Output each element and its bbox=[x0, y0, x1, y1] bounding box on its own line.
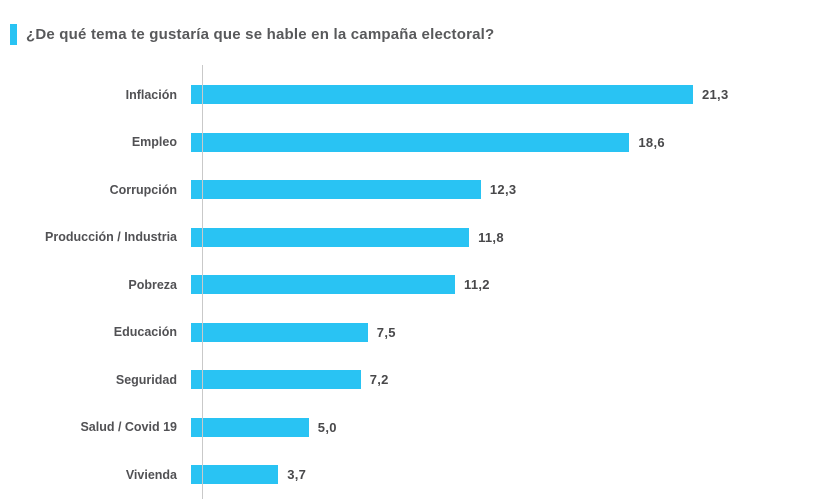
bar-row: Corrupción 12,3 bbox=[0, 166, 826, 214]
category-label: Inflación bbox=[125, 87, 177, 102]
bar bbox=[191, 322, 368, 342]
value-label: 11,8 bbox=[478, 229, 504, 245]
bar bbox=[191, 275, 455, 295]
bar-track: 12,3 bbox=[190, 180, 826, 200]
bar-track: 7,2 bbox=[190, 370, 826, 390]
bar bbox=[191, 227, 470, 247]
category-label: Seguridad bbox=[115, 372, 177, 387]
category-label: Educación bbox=[113, 325, 177, 340]
bar-track: 11,2 bbox=[190, 275, 826, 295]
bar-row: Educación 7,5 bbox=[0, 309, 826, 357]
bar-track: 7,5 bbox=[190, 322, 826, 342]
value-label: 3,7 bbox=[287, 467, 307, 483]
title-accent-bar bbox=[10, 24, 17, 45]
category-label: Empleo bbox=[131, 135, 177, 150]
value-label: 7,5 bbox=[376, 324, 396, 340]
bar-track: 18,6 bbox=[190, 132, 826, 152]
bar-row: Inflación 21,3 bbox=[0, 71, 826, 119]
bar bbox=[191, 417, 309, 437]
bar-row: Producción / Industria 11,8 bbox=[0, 214, 826, 262]
bar-track: 3,7 bbox=[190, 465, 826, 485]
value-label: 21,3 bbox=[702, 87, 729, 103]
chart-title: ¿De qué tema te gustaría que se hable en… bbox=[26, 26, 495, 43]
bar bbox=[191, 465, 279, 485]
bar bbox=[191, 85, 693, 105]
bar bbox=[191, 370, 361, 390]
category-label: Salud / Covid 19 bbox=[80, 420, 177, 435]
bar-row: Empleo 18,6 bbox=[0, 119, 826, 167]
category-label: Corrupción bbox=[109, 182, 177, 197]
bar bbox=[191, 132, 630, 152]
category-label: Pobreza bbox=[128, 277, 177, 292]
value-label: 12,3 bbox=[489, 182, 517, 198]
bar-track: 11,8 bbox=[190, 227, 826, 247]
bar-track: 21,3 bbox=[190, 85, 826, 105]
bar-track: 5,0 bbox=[190, 417, 826, 437]
bar-row: Salud / Covid 19 5,0 bbox=[0, 404, 826, 452]
bar bbox=[191, 180, 481, 200]
bar-row: Pobreza 11,2 bbox=[0, 261, 826, 309]
y-axis-line bbox=[202, 65, 203, 499]
bar-chart: Inflación 21,3 Empleo 18,6 Corrupción 12,3 Pro… bbox=[0, 65, 826, 499]
chart-header: ¿De qué tema te gustaría que se hable en… bbox=[0, 0, 826, 45]
bar-row: Seguridad 7,2 bbox=[0, 356, 826, 404]
value-label: 5,0 bbox=[317, 419, 337, 435]
bar-rows: Inflación 21,3 Empleo 18,6 Corrupción 12,3 Pro… bbox=[0, 65, 826, 499]
category-label: Producción / Industria bbox=[45, 230, 177, 245]
bar-row: Vivienda 3,7 bbox=[0, 451, 826, 499]
value-label: 11,2 bbox=[464, 277, 490, 293]
value-label: 18,6 bbox=[638, 134, 665, 150]
category-label: Vivienda bbox=[125, 467, 177, 482]
value-label: 7,2 bbox=[369, 372, 389, 388]
